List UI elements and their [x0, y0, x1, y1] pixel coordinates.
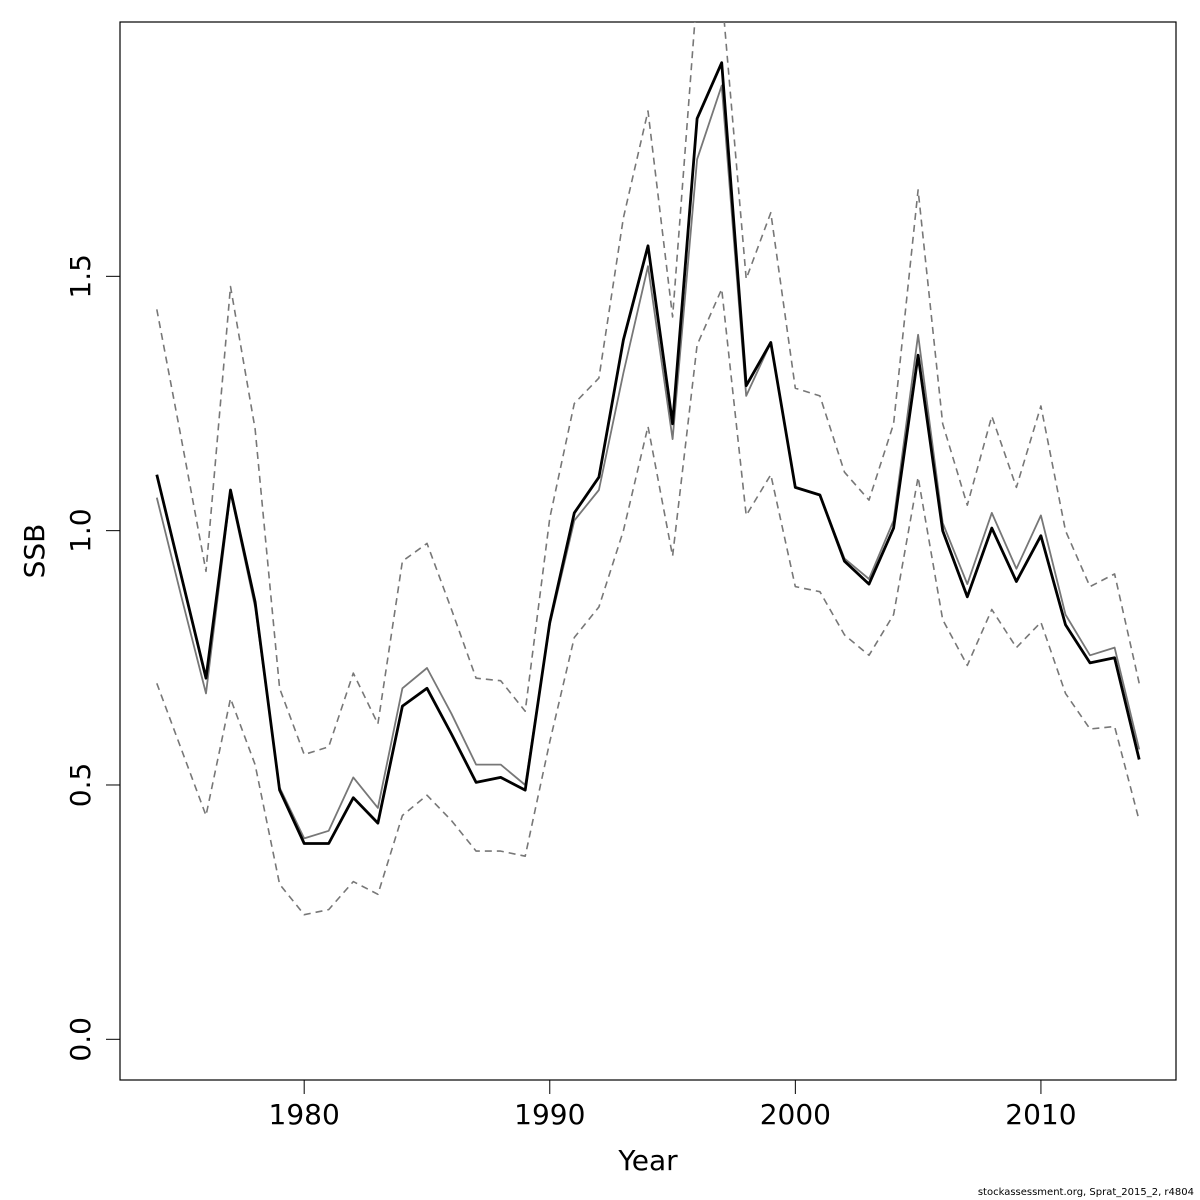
- y-axis: 0.0 0.5 1.0 1.5: [64, 254, 121, 1062]
- y-tick-label: 0.0: [64, 1017, 97, 1062]
- plot-frame: [119, 21, 1177, 1081]
- x-axis: 1980 1990 2000 2010: [269, 1079, 1077, 1131]
- series-line-confidence-bound: [156, 288, 1140, 916]
- x-tick-label: 1980: [269, 1098, 340, 1131]
- y-tick-label: 1.0: [64, 508, 97, 553]
- y-tick-label: 1.5: [64, 254, 97, 299]
- y-tick-label: 0.5: [64, 763, 97, 808]
- credit-text: stockassessment.org, Sprat_2015_2, r4804: [977, 1187, 1194, 1198]
- series-line-estimate: [155, 61, 1141, 845]
- y-axis-label: SSB: [18, 524, 51, 579]
- x-tick-label: 1990: [514, 1098, 585, 1131]
- x-axis-label: Year: [617, 1144, 678, 1177]
- series-line-confidence-bound: [156, 22, 1140, 756]
- series-line-secondary: [155, 84, 1141, 840]
- x-tick-label: 2010: [1005, 1098, 1076, 1131]
- series-layer: [155, 22, 1141, 916]
- x-tick-label: 2000: [760, 1098, 831, 1131]
